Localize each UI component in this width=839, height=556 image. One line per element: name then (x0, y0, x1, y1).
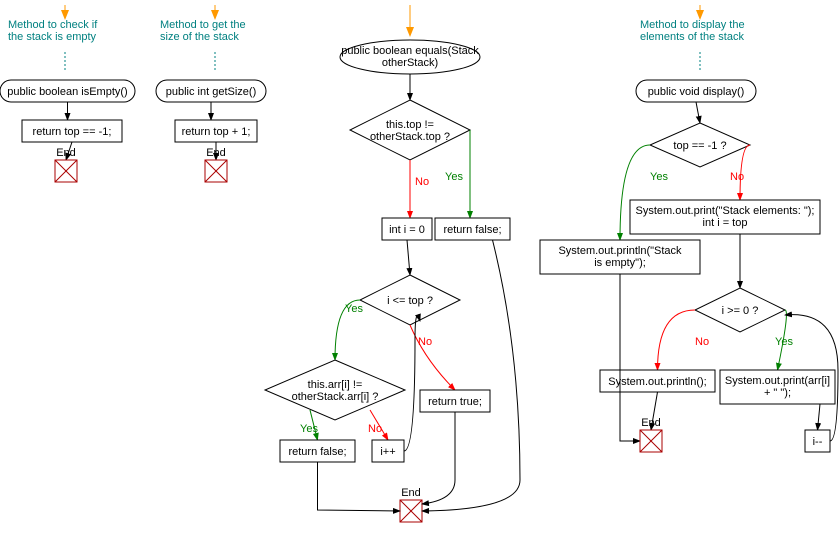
svg-text:int i = 0: int i = 0 (389, 224, 425, 236)
svg-text:Yes: Yes (300, 423, 318, 435)
svg-text:Yes: Yes (445, 171, 463, 183)
svg-text:End: End (56, 147, 76, 159)
svg-text:Yes: Yes (775, 336, 793, 348)
svg-text:public int getSize(): public int getSize() (166, 86, 257, 98)
svg-text:Yes: Yes (650, 171, 668, 183)
svg-text:End: End (401, 487, 421, 499)
svg-text:return top == -1;: return top == -1; (33, 126, 112, 138)
svg-text:No: No (418, 336, 432, 348)
svg-text:i--: i-- (813, 436, 823, 448)
svg-text:i++: i++ (380, 446, 395, 458)
svg-text:Method to display theelements: Method to display theelements of the sta… (640, 19, 745, 43)
svg-text:top == -1 ?: top == -1 ? (673, 140, 726, 152)
svg-text:No: No (730, 171, 744, 183)
svg-text:End: End (206, 147, 226, 159)
svg-text:public boolean isEmpty(): public boolean isEmpty() (7, 86, 127, 98)
svg-text:System.out.println();: System.out.println(); (608, 376, 706, 388)
svg-text:return top + 1;: return top + 1; (182, 126, 251, 138)
svg-text:No: No (415, 176, 429, 188)
svg-text:i >= 0 ?: i >= 0 ? (722, 305, 759, 317)
svg-text:return false;: return false; (443, 224, 501, 236)
flowchart-canvas: Method to check ifthe stack is empty Meth… (0, 0, 839, 556)
svg-text:No: No (695, 336, 709, 348)
svg-text:Yes: Yes (345, 303, 363, 315)
svg-text:return false;: return false; (288, 446, 346, 458)
svg-text:Method to check ifthe stack is: Method to check ifthe stack is empty (8, 19, 98, 43)
svg-text:public void display(): public void display() (648, 86, 745, 98)
svg-text:No: No (368, 423, 382, 435)
svg-text:Method to get thesize of the s: Method to get thesize of the stack (160, 19, 246, 43)
svg-text:i <= top ?: i <= top ? (387, 295, 433, 307)
svg-text:End: End (641, 417, 661, 429)
svg-text:return true;: return true; (428, 396, 482, 408)
